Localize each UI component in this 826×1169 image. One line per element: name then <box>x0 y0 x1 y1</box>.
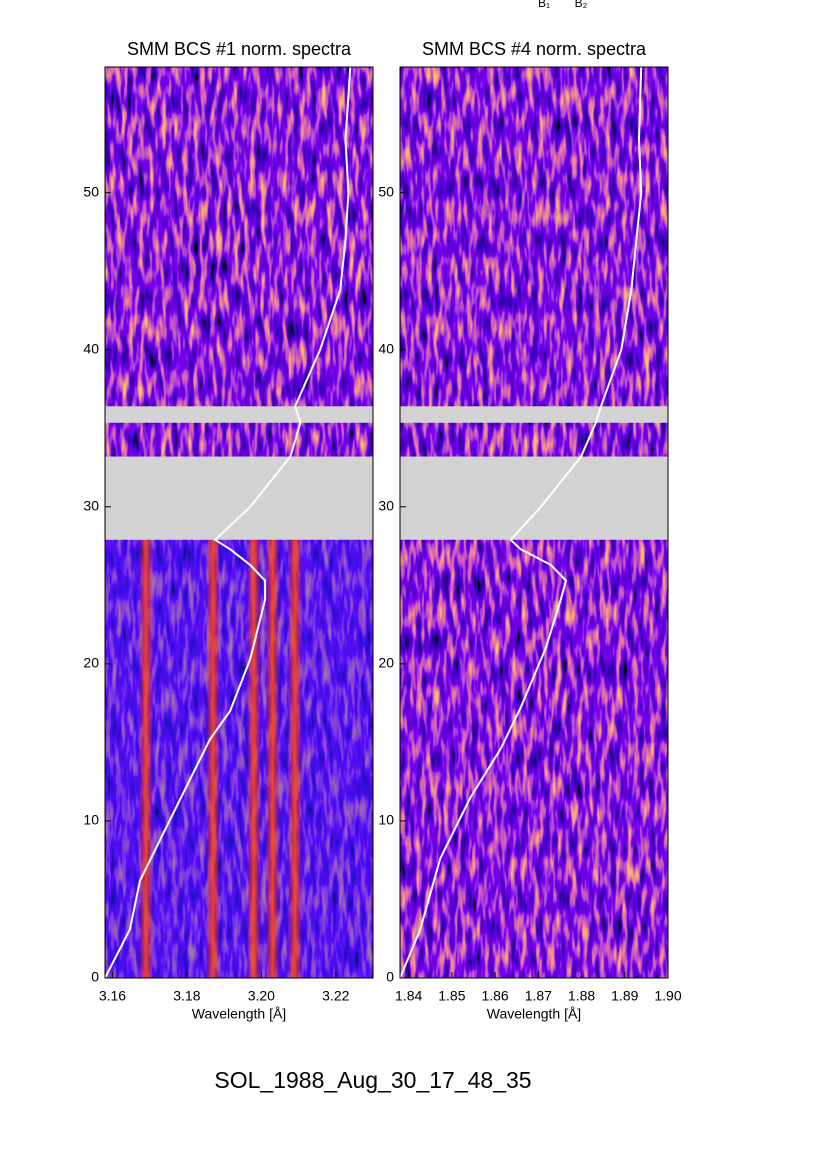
y-tick-label: 30 <box>378 497 394 513</box>
x-tick-label: 3.16 <box>99 988 126 1004</box>
chart-title: SMM BCS #1 norm. spectra <box>127 39 352 59</box>
y-tick-label: 50 <box>83 183 99 199</box>
y-tick-label: 40 <box>83 340 99 356</box>
emission-line <box>265 539 280 978</box>
x-tick-label: 1.89 <box>611 988 638 1004</box>
frame <box>104 66 374 979</box>
y-tick-label: 30 <box>83 497 99 513</box>
x-tick-label: 3.22 <box>322 988 349 1004</box>
x-axis-label: Wavelength [Å] <box>487 1006 581 1022</box>
footer: SOL_1988_Aug_30_17_48_35 <box>214 1067 531 1093</box>
plot-area <box>105 67 373 978</box>
panel: 3.16 3.18 3.20 3.22 0 10 20 30 40 50 SMM BCS #1 no… <box>83 39 374 1022</box>
data-gap <box>400 456 668 540</box>
top-label: B₂ <box>575 0 588 10</box>
x-tick-label: 1.90 <box>654 988 681 1004</box>
y-tick-label: 40 <box>378 340 394 356</box>
x-tick-label: 3.18 <box>173 988 200 1004</box>
data-gap <box>105 456 373 540</box>
emission-line <box>138 539 153 978</box>
x-axis-label: Wavelength [Å] <box>192 1006 286 1022</box>
frame <box>399 66 669 979</box>
x-tick-label: 1.85 <box>438 988 465 1004</box>
y-tick-label: 20 <box>83 655 99 671</box>
x-tick-label: 1.84 <box>395 988 422 1004</box>
x-tick-label: 1.88 <box>568 988 595 1004</box>
y-tick-label: 50 <box>378 183 394 199</box>
light-curve <box>105 67 352 978</box>
x-tick-label: 1.86 <box>481 988 508 1004</box>
light-curve <box>400 67 643 978</box>
y-tick-label: 0 <box>386 969 394 985</box>
emission-line <box>287 539 302 978</box>
x-tick-label: 3.20 <box>248 988 275 1004</box>
data-gap <box>105 406 373 423</box>
chart-title: SMM BCS #4 norm. spectra <box>422 39 647 59</box>
y-tick-label: 10 <box>83 812 99 828</box>
emission-line <box>246 539 261 978</box>
panel: 1.84 1.85 1.86 1.87 1.88 1.89 1.90 0 10 20 30 40 50 S… <box>378 39 681 1022</box>
y-tick-label: 20 <box>378 655 394 671</box>
y-tick-label: 0 <box>91 969 99 985</box>
top-label: B₁ <box>538 0 550 10</box>
y-tick-label: 10 <box>378 812 394 828</box>
data-gap <box>400 406 668 423</box>
emission-line <box>205 539 220 978</box>
plot-area <box>400 67 668 978</box>
x-tick-label: 1.87 <box>525 988 552 1004</box>
